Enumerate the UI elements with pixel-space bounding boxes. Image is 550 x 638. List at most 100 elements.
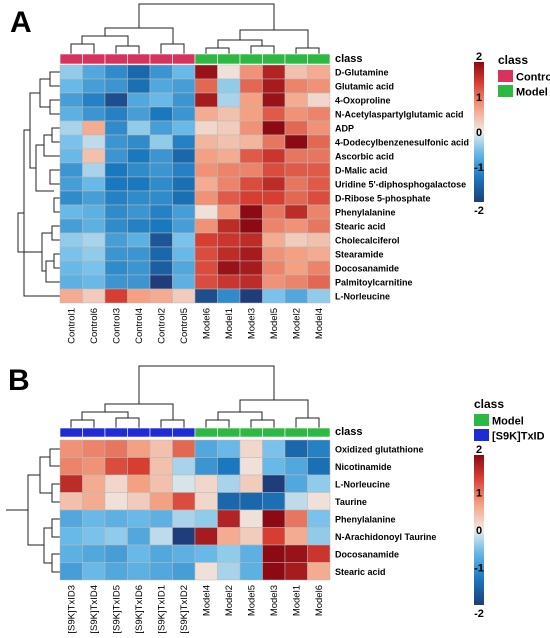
column-label: Model2 (224, 585, 235, 616)
row-label: Docosanamide (335, 549, 399, 559)
heatmap-cell (307, 492, 331, 511)
heatmap-cell (307, 260, 331, 276)
row-label: N-Acetylaspartylglutamic acid (335, 110, 464, 120)
heatmap-cell (262, 162, 286, 178)
heatmap-cell (284, 562, 308, 581)
row-label: Ascorbic acid (335, 152, 394, 162)
column-dendrogram-branch (70, 43, 95, 54)
column-dendrogram-branch (239, 29, 309, 48)
heatmap-cell (194, 544, 218, 563)
row-label: Phenylalanine (335, 514, 396, 524)
row-dendrogram-branch (51, 127, 60, 143)
heatmap-cell (262, 474, 286, 493)
column-dendrogram-branch (205, 419, 230, 428)
class-bar-cell (194, 427, 218, 438)
class-bar-cell (284, 427, 308, 438)
heatmap-cell (194, 527, 218, 546)
heatmap-cell (284, 474, 308, 493)
heatmap-cell (307, 134, 331, 150)
column-label: [S9K]TxID2 (179, 585, 190, 633)
class-bar-cell (284, 53, 308, 65)
heatmap-cell (127, 106, 151, 122)
row-dendrogram-branch (51, 483, 60, 503)
row-label: Stearic acid (335, 567, 386, 577)
heatmap-cell (194, 64, 218, 80)
heatmap-cell (127, 544, 151, 563)
row-dendrogram-branch (53, 197, 60, 213)
heatmap-cell (194, 246, 218, 262)
heatmap-cell (82, 78, 106, 94)
heatmap-cell (127, 246, 151, 262)
heatmap-cell (127, 134, 151, 150)
column-dendrogram (70, 3, 320, 54)
column-dendrogram-branch (81, 411, 129, 420)
class-bar-cell (262, 53, 286, 65)
heatmap-cell (262, 274, 286, 290)
heatmap-cell (59, 176, 83, 192)
heatmap-cell (104, 120, 128, 136)
heatmap-cell (239, 246, 263, 262)
heatmap-cell (127, 562, 151, 581)
heatmap-cell (82, 190, 106, 206)
heatmap-cell (172, 246, 196, 262)
heatmap-cell (239, 527, 263, 546)
heatmap-cell (104, 492, 128, 511)
heatmap-cell (104, 78, 128, 94)
heatmap-cell (149, 162, 173, 178)
heatmap-cell (172, 176, 196, 192)
heatmap-cell (284, 544, 308, 563)
row-dendrogram-branch (17, 212, 42, 253)
heatmap-cell (104, 544, 128, 563)
heatmap-cell (217, 232, 241, 248)
heatmap-cell (82, 106, 106, 122)
heatmap-cell (284, 439, 308, 458)
colorbar (474, 455, 484, 605)
heatmap-cell (149, 288, 173, 304)
heatmap-cell (104, 64, 128, 80)
heatmap-cell (127, 190, 151, 206)
heatmap-cell (239, 439, 263, 458)
heatmap-cell (82, 246, 106, 262)
heatmap-cell (59, 457, 83, 476)
heatmap-cell (217, 176, 241, 192)
heatmap-cell (194, 176, 218, 192)
heatmap-cell (127, 120, 151, 136)
column-label: Control3 (111, 308, 122, 344)
row-dendrogram-branch (51, 518, 60, 538)
heatmap-cell (284, 527, 308, 546)
heatmap-cell (59, 78, 83, 94)
heatmap-cell (149, 190, 173, 206)
heatmap-cell (82, 527, 106, 546)
row-dendrogram-branch (41, 232, 52, 272)
heatmap-cell (172, 218, 196, 234)
colorbar-tick-label: 1 (476, 92, 482, 104)
heatmap-cell (172, 439, 196, 458)
column-dendrogram-branch (250, 419, 275, 428)
heatmap-cell (127, 439, 151, 458)
heatmap-cell (82, 204, 106, 220)
heatmap-cell (104, 562, 128, 581)
heatmap-cell (172, 260, 196, 276)
heatmap-cell (194, 274, 218, 290)
heatmap-cell (104, 134, 128, 150)
row-dendrogram-branch (27, 474, 44, 546)
heatmap-cell (217, 204, 241, 220)
heatmap-cell (172, 288, 196, 304)
heatmap-cell (307, 106, 331, 122)
heatmap-cell (104, 474, 128, 493)
heatmap-cell (307, 218, 331, 234)
heatmap-cell (239, 218, 263, 234)
colorbar-tick-label: 0 (476, 127, 482, 139)
panel-label: B (8, 364, 30, 397)
heatmap-cell (104, 204, 128, 220)
heatmap-cell (307, 120, 331, 136)
heatmap-cell (217, 134, 241, 150)
heatmap-cell (307, 92, 331, 108)
heatmap-cell (194, 562, 218, 581)
heatmap-cell (239, 64, 263, 80)
heatmap-cell (59, 162, 83, 178)
column-dendrogram-branch (217, 411, 263, 420)
heatmap-cell (239, 120, 263, 136)
heatmap-cell (149, 148, 173, 164)
colorbar-tick-label: 2 (476, 51, 482, 63)
